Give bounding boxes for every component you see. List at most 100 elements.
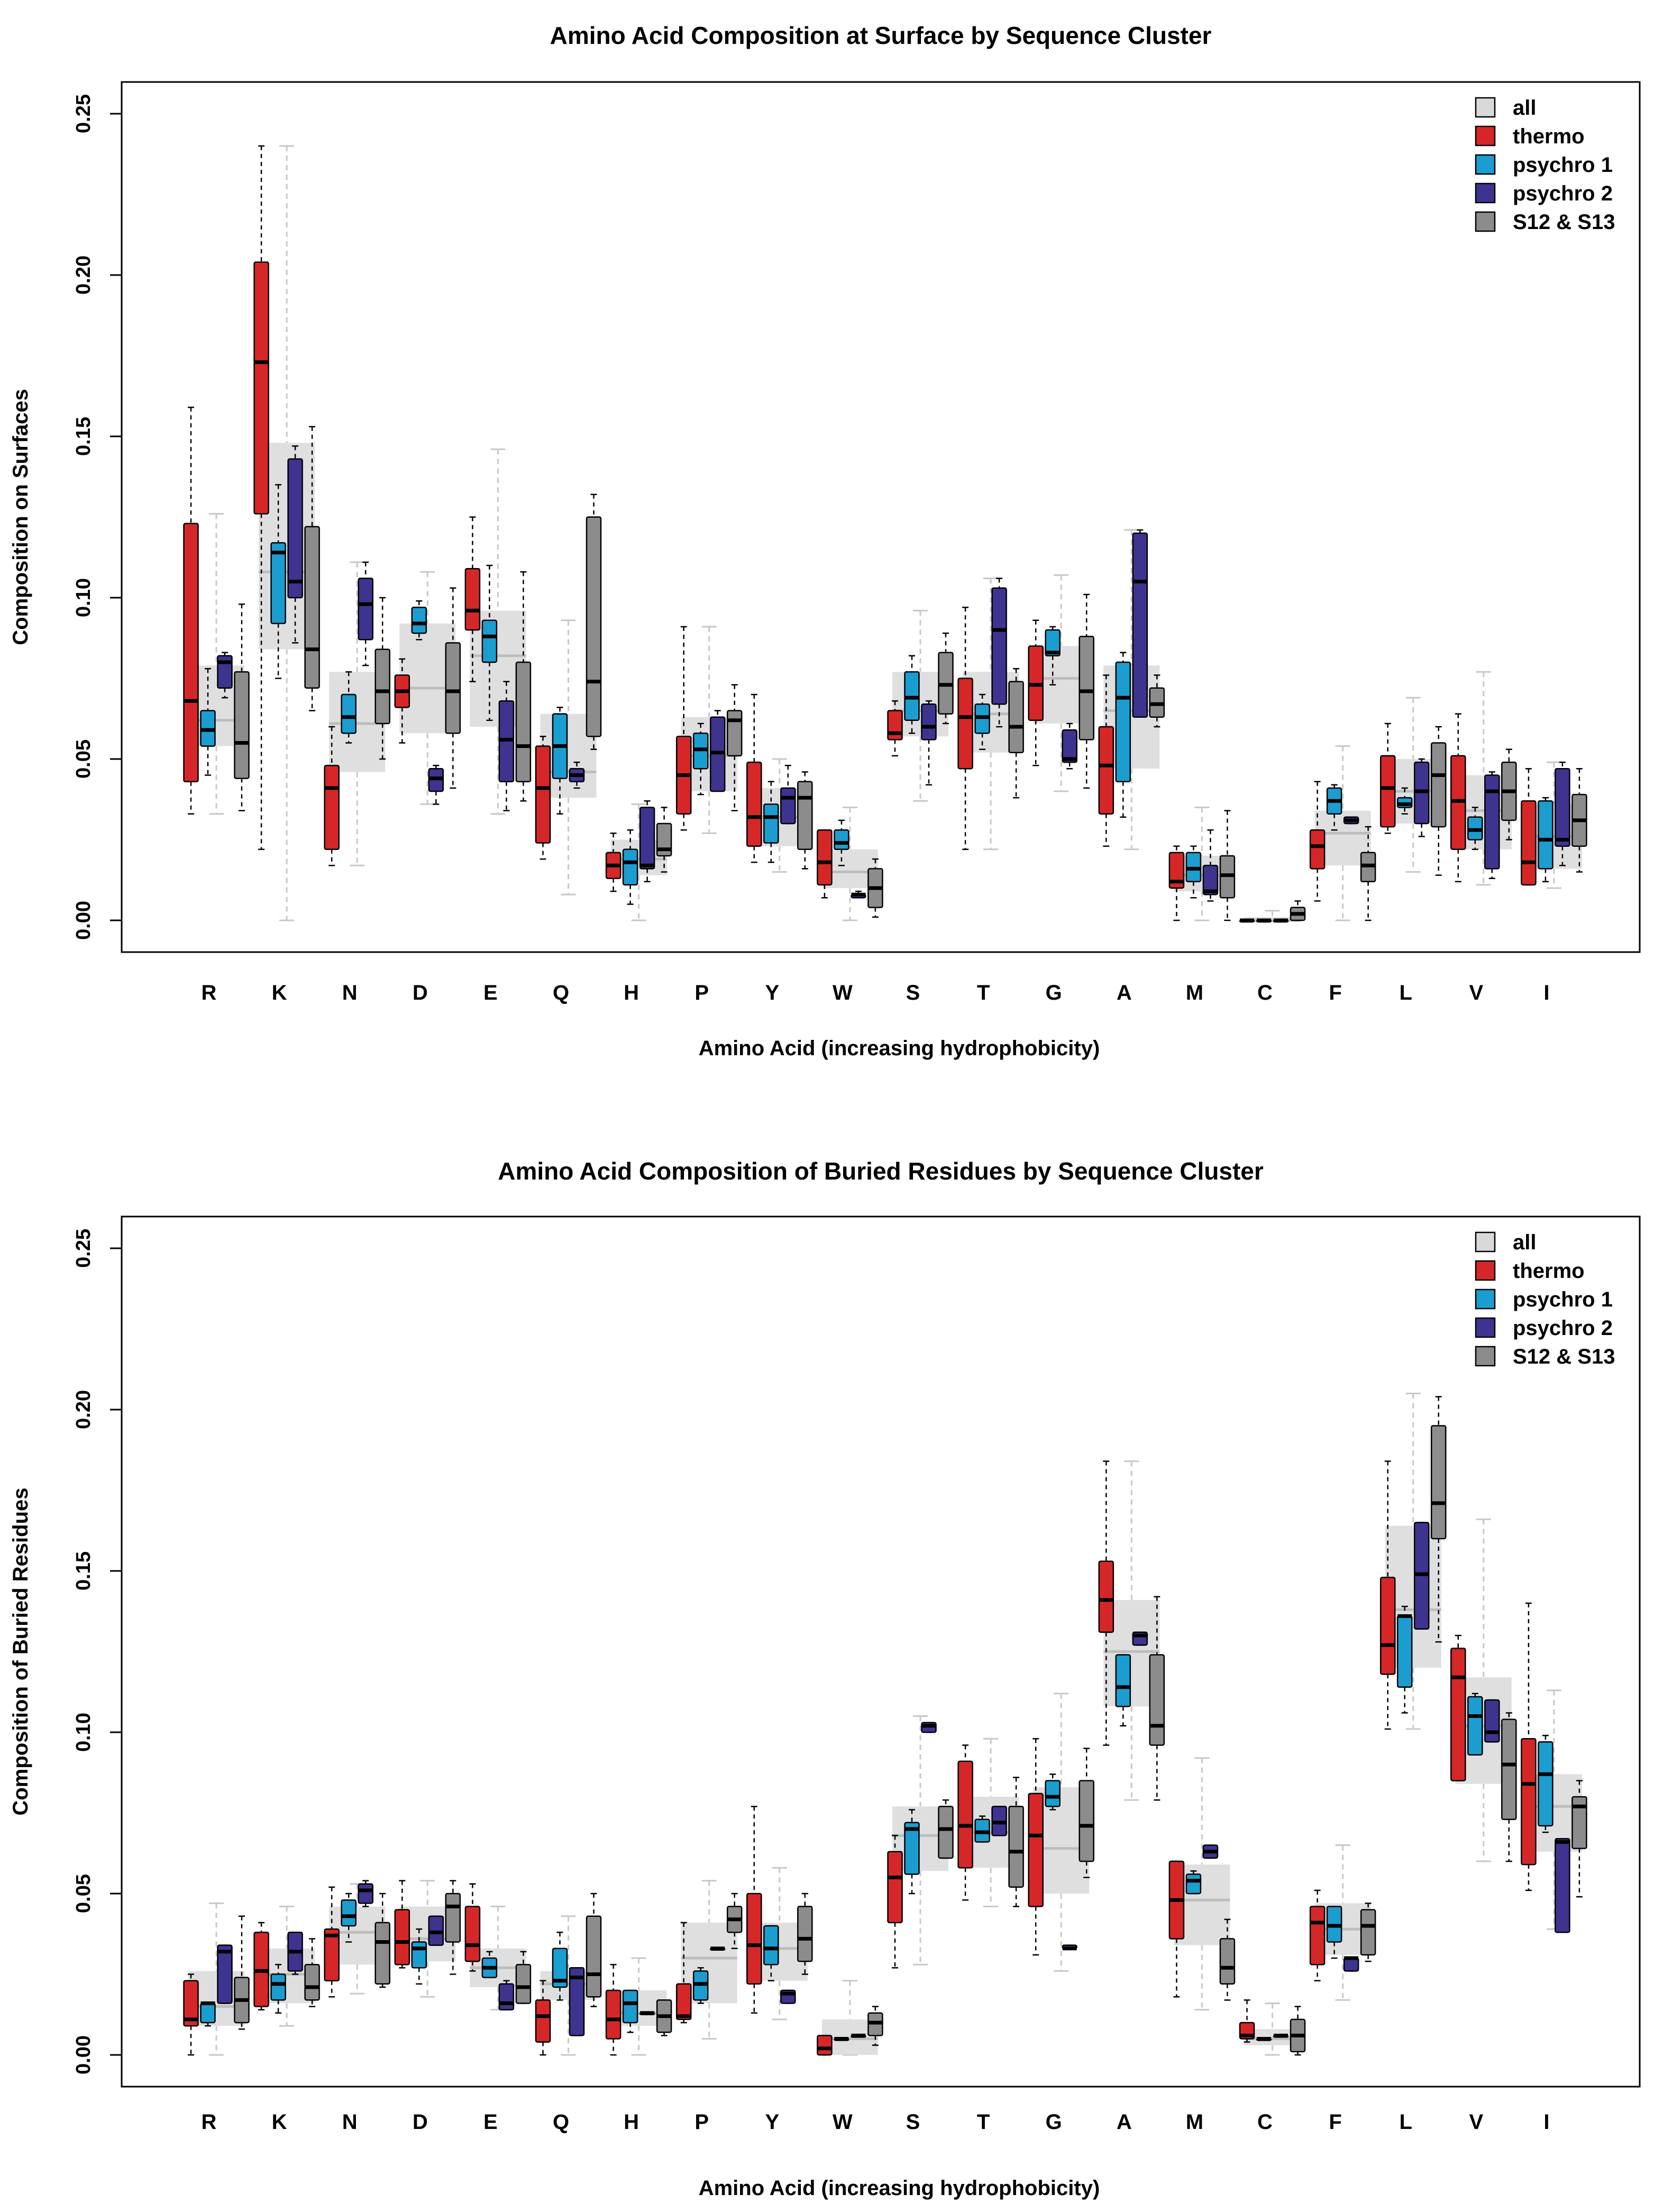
legend-swatch xyxy=(1475,1346,1496,1367)
legend-swatch xyxy=(1475,154,1496,175)
box xyxy=(183,523,199,782)
box xyxy=(921,703,937,741)
plot-frame xyxy=(121,1215,1641,2088)
box xyxy=(287,458,303,599)
box xyxy=(1149,1654,1165,1746)
surface-chart-panel: Amino Acid Composition at Surface by Seq… xyxy=(9,22,1641,1060)
box xyxy=(1538,1741,1554,1827)
box xyxy=(622,848,638,886)
legend-label: all xyxy=(1513,1231,1536,1254)
box xyxy=(304,1963,320,2001)
box xyxy=(464,568,481,631)
category-label: K xyxy=(272,981,287,1004)
legend-swatch xyxy=(1475,1260,1496,1281)
box xyxy=(445,1893,461,1943)
y-tick-label: 0.20 xyxy=(72,1390,95,1429)
box xyxy=(1501,1719,1517,1820)
box xyxy=(552,1948,568,1988)
box xyxy=(394,1909,410,1966)
box xyxy=(464,1906,481,1962)
category-label: F xyxy=(1329,981,1341,1004)
box xyxy=(834,829,849,851)
box xyxy=(324,1928,340,1981)
box xyxy=(1450,1648,1466,1781)
legend-swatch xyxy=(1475,125,1496,147)
plot-frame xyxy=(121,81,1641,953)
box xyxy=(797,781,813,851)
box xyxy=(1484,1699,1500,1743)
legend-swatch xyxy=(1475,97,1496,118)
category-label: Y xyxy=(765,981,779,1004)
category-label: N xyxy=(342,2110,358,2134)
box xyxy=(1555,768,1570,847)
y-tick-label: 0.10 xyxy=(72,1713,95,1752)
y-tick-label: 0.10 xyxy=(72,578,95,617)
category-label: C xyxy=(1257,981,1273,1004)
legend-swatch xyxy=(1475,182,1496,204)
box xyxy=(481,619,498,663)
x-axis-label: Amino Acid (increasing hydrophobicity) xyxy=(699,1037,1100,1060)
legend-label: all xyxy=(1513,96,1536,120)
box xyxy=(445,642,461,734)
box xyxy=(797,1906,813,1962)
box xyxy=(1008,1806,1024,1888)
box xyxy=(763,1925,779,1966)
y-tick-label: 0.20 xyxy=(72,255,95,295)
legend-label: psychro 1 xyxy=(1513,1288,1613,1311)
box xyxy=(991,587,1007,705)
box xyxy=(1045,629,1061,657)
box xyxy=(1521,800,1537,886)
box xyxy=(938,1806,954,1859)
box xyxy=(1430,1425,1447,1540)
box xyxy=(1008,681,1024,754)
box xyxy=(535,745,551,844)
box xyxy=(304,526,320,689)
category-label: T xyxy=(977,981,990,1004)
box xyxy=(324,764,340,851)
box xyxy=(1045,1780,1061,1807)
box xyxy=(1079,1780,1094,1862)
box xyxy=(1185,1873,1202,1895)
category-label: E xyxy=(483,981,498,1004)
box xyxy=(1396,1615,1413,1688)
category-label: L xyxy=(1399,2110,1412,2134)
category-label: W xyxy=(833,2110,853,2134)
box xyxy=(1484,774,1500,870)
legend-swatch xyxy=(1475,211,1496,232)
category-label: Q xyxy=(553,2110,569,2134)
box xyxy=(1360,1909,1376,1956)
box xyxy=(253,261,269,515)
box xyxy=(1379,755,1396,828)
box xyxy=(374,648,390,725)
category-label: I xyxy=(1543,2110,1549,2134)
x-axis-label: Amino Acid (increasing hydrophobicity) xyxy=(699,2177,1100,2200)
category-label: R xyxy=(202,2110,217,2134)
y-tick-label: 0.25 xyxy=(72,1229,95,1268)
box xyxy=(200,2003,216,2024)
category-label: L xyxy=(1399,981,1412,1004)
y-tick-label: 0.00 xyxy=(72,2035,95,2074)
category-label: V xyxy=(1469,981,1483,1004)
category-label: N xyxy=(342,981,358,1004)
legend-label: thermo xyxy=(1513,125,1585,148)
category-label: F xyxy=(1329,2110,1341,2134)
category-label: A xyxy=(1117,2110,1132,2134)
box xyxy=(887,710,903,741)
box xyxy=(957,1760,973,1869)
y-tick-label: 0.15 xyxy=(72,417,95,456)
box xyxy=(1309,829,1326,870)
category-label: T xyxy=(977,2110,990,2134)
box xyxy=(358,1883,373,1904)
y-tick-label: 0.05 xyxy=(72,1874,95,1913)
category-label: I xyxy=(1543,981,1549,1004)
box xyxy=(270,542,286,625)
category-label: H xyxy=(624,981,639,1004)
category-label: R xyxy=(202,981,217,1004)
category-label: G xyxy=(1046,2110,1062,2134)
box xyxy=(1079,635,1094,741)
box xyxy=(817,829,833,886)
box xyxy=(1219,1938,1236,1985)
chart-title: Amino Acid Composition of Buried Residue… xyxy=(498,1157,1264,1185)
category-label: P xyxy=(695,981,709,1004)
